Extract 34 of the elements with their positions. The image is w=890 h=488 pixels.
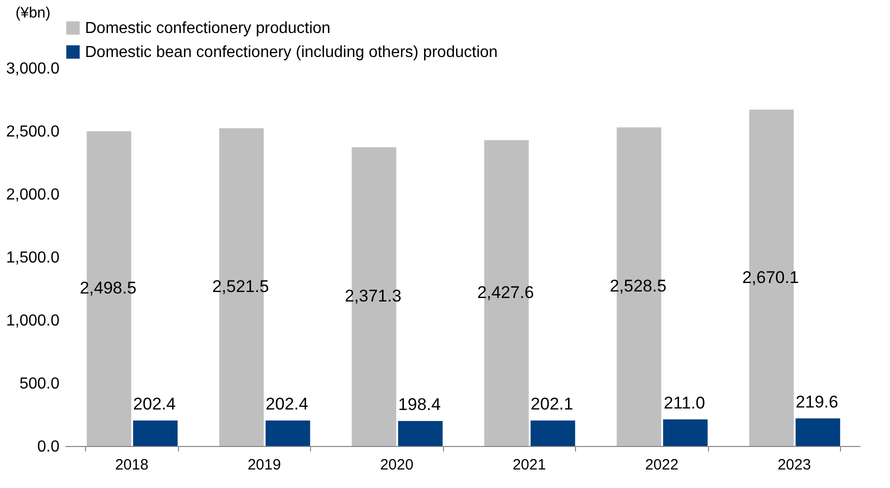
data-label: 2,371.3 [344,286,402,306]
y-tick-label: 3,000.0 [6,60,60,78]
data-label: 2,498.5 [80,278,136,298]
y-tick-label: 0.0 [37,438,60,456]
data-label: 2,670.1 [742,268,799,287]
data-label: 219.6 [796,392,838,412]
data-label: 198.4 [398,395,441,414]
data-label: 2,427.6 [477,283,534,302]
data-label: 2,528.5 [610,276,666,296]
y-tick-label: 2,000.0 [6,186,60,204]
x-tick-label: 2020 [380,456,414,474]
x-tick-label: 2019 [248,456,281,474]
y-tick-label: 2,500.0 [6,124,60,140]
x-tick-label: 2022 [645,456,678,474]
bar [530,420,576,446]
bar [133,420,178,446]
bar [266,420,310,446]
data-label: 202.4 [266,394,308,414]
data-label: 2,521.5 [212,277,269,296]
x-tick-label: 2021 [512,456,546,474]
bar [796,418,840,446]
y-axis-title: (¥bn) [16,4,51,22]
x-tick-label: 2018 [115,456,148,474]
data-label: 202.4 [133,394,176,414]
legend-label: Domestic bean confectionery (including others) production [85,44,498,61]
y-tick-label: 1,000.0 [6,312,60,330]
legend-label: Domestic confectionery production [85,20,330,37]
x-tick-label: 2023 [778,456,811,474]
data-label: 211.0 [664,393,706,412]
data-label: 202.1 [530,394,574,414]
y-tick-label: 1,500.0 [6,250,60,266]
bar [663,419,708,446]
y-tick-label: 500.0 [19,376,60,392]
bar [398,421,443,446]
